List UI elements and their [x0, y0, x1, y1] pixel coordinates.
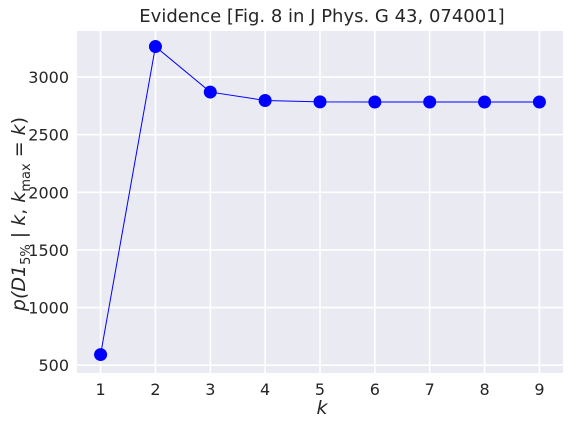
x-tick-label: 7 [425, 380, 435, 399]
y-label-close: ) [8, 117, 30, 124]
y-tick-label: 2000 [28, 183, 69, 202]
data-point [313, 95, 327, 109]
chart-title: Evidence [Fig. 8 in J Phys. G 43, 074001… [139, 6, 504, 27]
y-axis-label: p(D15% | k, kmax = k) [8, 117, 34, 312]
y-label-max: max [19, 163, 34, 192]
y-label-eq: = [8, 135, 30, 163]
data-point [532, 95, 546, 109]
x-tick-label: 6 [370, 380, 380, 399]
x-axis-label: k [316, 397, 328, 419]
y-label-k1: k [8, 214, 30, 226]
data-point [258, 93, 272, 107]
y-tick-label: 3000 [28, 68, 69, 87]
data-point [94, 348, 108, 362]
x-tick-label: 3 [205, 380, 215, 399]
y-tick-label: 1000 [28, 299, 69, 318]
data-point [368, 95, 382, 109]
data-point [148, 40, 162, 54]
data-point [203, 85, 217, 99]
y-tick-label: 1500 [28, 241, 69, 260]
x-tick-label: 2 [150, 380, 160, 399]
y-tick-labels: 500 1000 1500 2000 2500 3000 [28, 68, 69, 375]
y-label-pipe: | [8, 226, 30, 244]
x-tick-label: 5 [315, 380, 325, 399]
y-label-comma: , [8, 203, 30, 215]
y-label-subscript: 5% [19, 244, 34, 265]
y-label-d1: D1 [8, 265, 30, 292]
y-label-k2: k [8, 191, 30, 203]
y-tick-label: 2500 [28, 126, 69, 145]
x-tick-label: 1 [95, 380, 105, 399]
y-label-p: p( [8, 290, 30, 312]
data-point [478, 95, 492, 109]
x-tick-label: 9 [534, 380, 544, 399]
y-label-k3: k [8, 123, 30, 135]
x-tick-label: 4 [260, 380, 270, 399]
x-tick-labels: 1 2 3 4 5 6 7 8 9 [95, 380, 544, 399]
x-tick-label: 8 [479, 380, 489, 399]
y-tick-label: 500 [38, 356, 69, 375]
series-layer [94, 40, 546, 362]
data-point [423, 95, 437, 109]
